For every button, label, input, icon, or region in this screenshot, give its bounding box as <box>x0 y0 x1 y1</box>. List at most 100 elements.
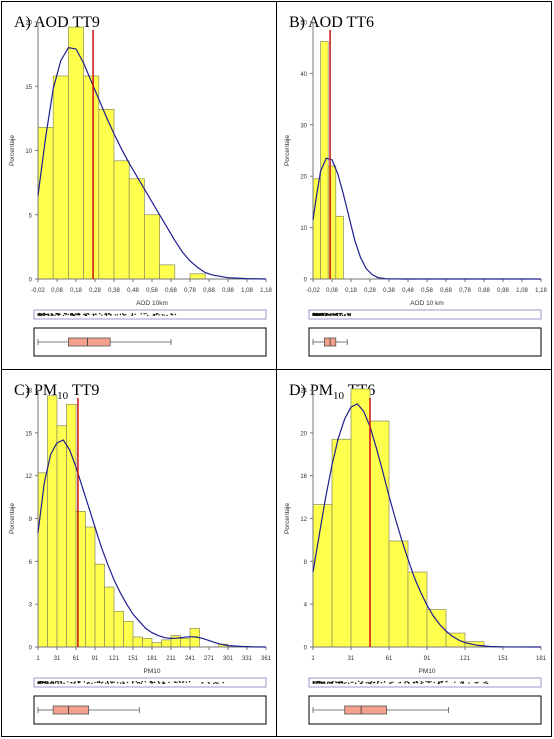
data-point <box>121 313 124 315</box>
panel-a: A) AOD TT9 0 5 10 15 20 -0,02 0,08 0,18 0,28 0,38… <box>2 2 276 368</box>
data-point <box>333 314 335 316</box>
data-point <box>134 313 136 316</box>
data-point <box>113 681 115 683</box>
panel-b-chart: 0 10 20 30 40 50 -0,02 0,08 0,18 0,28 0,38 0,48 0,58… <box>284 21 547 357</box>
x-axis-label: PM10 <box>419 668 436 675</box>
data-point <box>179 681 181 684</box>
data-point <box>58 313 60 315</box>
data-point <box>40 680 43 683</box>
x-tick-label: 0,58 <box>146 288 158 294</box>
data-point <box>153 681 155 684</box>
bar <box>445 632 466 648</box>
data-point <box>125 314 127 316</box>
x-axis-label: PM10 <box>144 668 161 675</box>
y-tick-label: 12 <box>25 474 32 480</box>
data-point <box>141 680 143 683</box>
data-point <box>101 314 103 316</box>
data-point <box>427 681 429 683</box>
dot-strip-frame <box>33 309 267 320</box>
y-tick-label: 50 <box>300 21 307 27</box>
bar <box>331 438 352 648</box>
data-point <box>73 314 76 317</box>
x-tick-label: 0,78 <box>184 288 196 294</box>
bar <box>123 620 134 648</box>
data-point <box>116 682 119 684</box>
panel-d: D) PM10 TT6 048121620241316191121151181P… <box>277 370 551 736</box>
panel-d-title-sub: 10 <box>333 390 345 403</box>
data-point <box>359 682 362 685</box>
data-point <box>116 314 119 316</box>
data-point <box>336 314 338 316</box>
data-point <box>185 681 188 683</box>
data-point <box>153 314 156 317</box>
data-point <box>57 682 60 685</box>
data-point <box>324 314 327 317</box>
data-point <box>326 682 329 684</box>
x-tick-label: 181 <box>536 656 547 662</box>
data-point <box>334 313 336 316</box>
data-point <box>182 681 185 683</box>
data-point <box>370 681 373 683</box>
data-point <box>98 680 100 683</box>
data-point <box>107 681 109 684</box>
data-point <box>372 682 375 684</box>
x-tick-label: 31 <box>348 656 355 662</box>
data-point <box>181 681 184 684</box>
data-point <box>327 681 329 683</box>
data-point <box>315 681 317 683</box>
data-point <box>207 682 210 684</box>
bar <box>66 403 77 648</box>
y-tick-label: 9 <box>29 517 33 523</box>
data-point <box>42 681 45 684</box>
bar <box>68 26 84 280</box>
data-point <box>60 681 62 683</box>
x-tick-label: 0,68 <box>440 288 452 294</box>
data-point <box>72 313 74 316</box>
data-point <box>202 682 204 684</box>
data-point <box>212 682 215 685</box>
bar <box>327 165 337 280</box>
data-point <box>462 681 465 683</box>
panel-d-chart: 0 4 8 12 16 20 24 1 31 61 91 121 151 181 PM10 Porcentaj… <box>284 389 547 725</box>
data-point <box>461 681 463 683</box>
data-point <box>322 682 324 684</box>
data-point <box>341 314 344 317</box>
data-point <box>92 314 95 317</box>
data-point <box>319 681 321 683</box>
data-point <box>398 682 400 684</box>
data-point <box>217 682 219 684</box>
data-point <box>50 681 53 683</box>
data-point <box>84 313 86 315</box>
data-point <box>52 682 54 684</box>
data-point <box>131 314 134 316</box>
data-point <box>390 681 392 684</box>
data-point <box>174 681 177 683</box>
data-point <box>485 682 487 684</box>
data-point <box>361 681 363 683</box>
bar <box>180 638 191 648</box>
y-tick-label: 0 <box>29 646 33 652</box>
data-point <box>39 313 41 315</box>
data-point <box>316 314 318 316</box>
data-point <box>55 680 57 683</box>
data-point <box>138 682 141 684</box>
x-tick-label: 31 <box>54 656 61 662</box>
bar <box>94 563 105 648</box>
data-point <box>60 682 62 684</box>
bar <box>151 642 162 648</box>
data-point <box>171 314 174 316</box>
data-point <box>383 681 386 683</box>
y-tick-label: 8 <box>304 560 308 566</box>
data-point <box>41 314 43 316</box>
panel-c-title-suffix: TT9 <box>68 382 100 399</box>
data-point <box>355 682 357 685</box>
x-tick-label: 0,48 <box>402 288 414 294</box>
data-point <box>102 681 104 684</box>
x-tick-label: 331 <box>242 656 253 662</box>
x-tick-label: 0,18 <box>345 288 357 294</box>
data-point <box>100 682 103 684</box>
x-tick-label: 1,18 <box>260 288 272 294</box>
data-point <box>322 314 325 317</box>
bar <box>132 636 143 648</box>
data-point <box>332 681 334 683</box>
